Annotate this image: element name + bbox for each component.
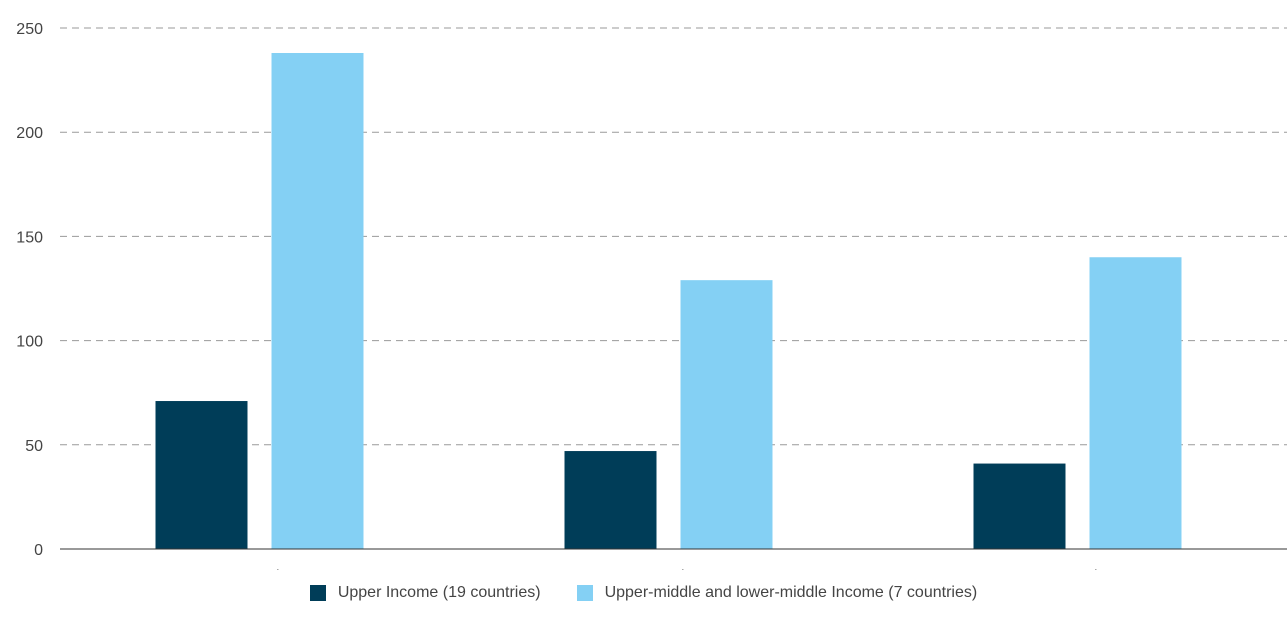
x-tick-label: 2005 or closest <box>614 568 723 570</box>
x-axis-ticks: 1995 or closet 2005 or closest 2016 or clo… <box>209 568 1128 585</box>
legend-label-middle-income: Upper-middle and lower-middle Income (7 … <box>604 584 978 601</box>
bars <box>155 53 1182 550</box>
bar-upper-income <box>155 401 248 549</box>
y-tick-label: 0 <box>34 542 43 559</box>
bar-upper-income <box>973 463 1066 549</box>
bar-middle-income <box>680 280 773 549</box>
bar-middle-income <box>1089 257 1182 549</box>
x-tick-label: 2016 or closet <box>1027 568 1128 570</box>
y-tick-label: 250 <box>16 21 43 38</box>
bar-chart: 0 50 100 150 200 250 1995 or closet 2005 or cl… <box>16 21 1287 585</box>
legend-swatch-upper-income <box>309 585 326 601</box>
y-tick-label: 150 <box>16 229 43 246</box>
legend-swatch-middle-income <box>576 585 593 601</box>
y-tick-label: 100 <box>16 334 43 351</box>
legend-item-middle-income: Upper-middle and lower-middle Income (7 … <box>576 584 978 602</box>
legend-item-upper-income: Upper Income (19 countries) <box>309 584 541 602</box>
bar-upper-income <box>564 451 657 549</box>
x-tick-label: 1995 or closet <box>209 568 310 570</box>
gridlines <box>60 27 1287 446</box>
bar-middle-income <box>271 53 364 550</box>
y-tick-label: 200 <box>16 125 43 142</box>
y-axis-ticks: 0 50 100 150 200 250 <box>16 21 43 559</box>
legend: Upper Income (19 countries) Upper-middle… <box>0 584 1287 602</box>
legend-label-upper-income: Upper Income (19 countries) <box>337 584 541 601</box>
y-tick-label: 50 <box>25 438 43 455</box>
